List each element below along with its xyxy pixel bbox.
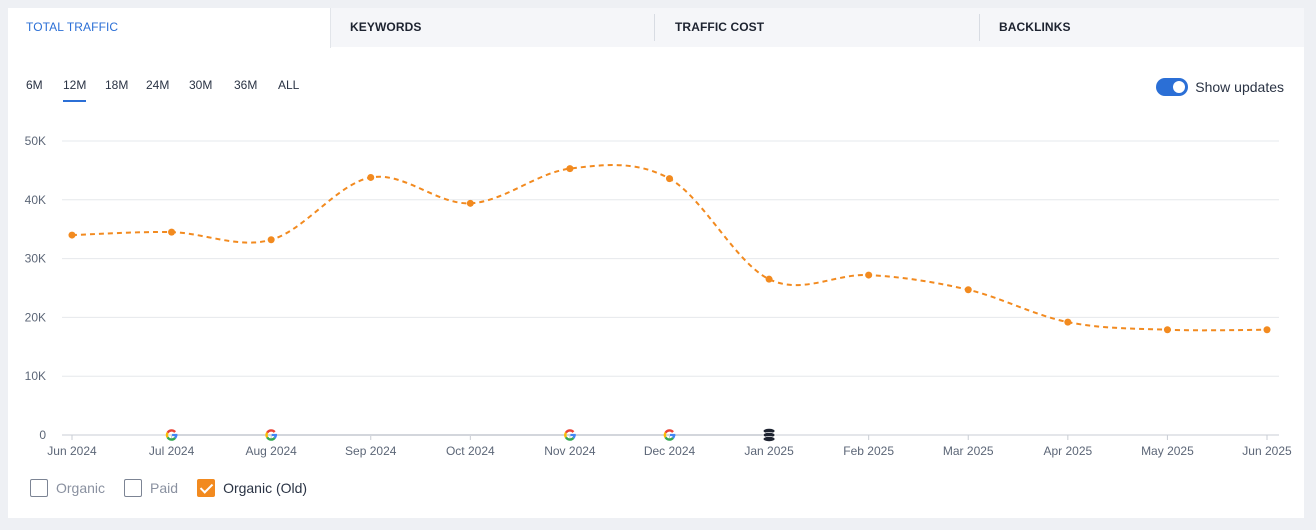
show-updates-label: Show updates — [1195, 79, 1284, 95]
x-tick-label: Feb 2025 — [843, 444, 894, 458]
tab-total-traffic[interactable]: TOTAL TRAFFIC — [8, 8, 331, 48]
data-point — [1064, 318, 1072, 326]
legend-label-paid: Paid — [150, 480, 179, 496]
x-tick-label: Jul 2024 — [149, 444, 195, 458]
google-icon — [165, 429, 178, 441]
data-point — [1263, 326, 1271, 334]
x-tick-label: Nov 2024 — [544, 444, 596, 458]
data-point — [765, 275, 773, 283]
data-point — [466, 199, 474, 207]
y-tick-label: 40K — [25, 193, 46, 207]
tab-traffic-cost[interactable]: TRAFFIC COST — [675, 20, 765, 34]
data-point — [666, 175, 673, 183]
period-18m[interactable]: 18M — [105, 78, 129, 92]
data-point — [566, 165, 574, 173]
period-30m[interactable]: 30M — [189, 78, 213, 92]
period-24m[interactable]: 24M — [146, 78, 170, 92]
legend-label-organic-old: Organic (Old) — [223, 480, 308, 496]
y-tick-label: 50K — [25, 134, 46, 148]
traffic-card: TOTAL TRAFFIC KEYWORDS TRAFFIC COST BACK… — [8, 8, 1304, 518]
google-icon — [265, 429, 277, 441]
x-tick-label: Jan 2025 — [744, 444, 794, 458]
tab-bar: TOTAL TRAFFIC KEYWORDS TRAFFIC COST BACK… — [8, 8, 1304, 48]
data-point — [267, 236, 275, 244]
data-point — [68, 231, 76, 239]
x-tick-label: Sep 2024 — [345, 444, 397, 458]
legend-item-organic-old[interactable]: Organic (Old) — [197, 479, 307, 497]
x-tick-label: May 2025 — [1141, 444, 1194, 458]
x-tick-label: Mar 2025 — [943, 444, 994, 458]
y-tick-label: 0 — [39, 428, 46, 442]
paid-checkbox[interactable] — [124, 479, 143, 497]
google-icon — [564, 429, 576, 441]
data-point — [964, 286, 972, 294]
legend-item-paid[interactable]: Paid — [124, 479, 178, 497]
tab-backlinks[interactable]: BACKLINKS — [999, 20, 1071, 34]
x-tick-label: Aug 2024 — [245, 444, 297, 458]
chart-legend: Organic Paid Organic (Old) — [30, 478, 326, 498]
toggle-switch[interactable] — [1156, 78, 1189, 96]
tab-divider — [979, 14, 980, 41]
database-icon — [762, 428, 776, 442]
period-all[interactable]: ALL — [278, 78, 300, 92]
period-6m[interactable]: 6M — [26, 78, 43, 92]
y-tick-label: 30K — [25, 252, 46, 266]
data-point — [1163, 326, 1171, 334]
data-point — [367, 173, 375, 181]
x-tick-label: Dec 2024 — [644, 444, 696, 458]
x-tick-label: Jun 2024 — [47, 444, 97, 458]
organic-checkbox[interactable] — [30, 479, 48, 497]
tab-keywords[interactable]: KEYWORDS — [350, 20, 422, 34]
period-12m[interactable]: 12M — [63, 78, 87, 102]
data-point — [168, 228, 176, 236]
y-tick-label: 10K — [25, 369, 46, 383]
x-tick-label: Apr 2025 — [1043, 444, 1092, 458]
legend-label-organic: Organic — [56, 480, 106, 496]
tab-divider — [654, 14, 655, 41]
traffic-line-chart: 0 10K 20K 30K 40K 50K Jun 2024 Jul 2024 Aug 2024… — [25, 134, 1292, 458]
show-updates-toggle[interactable]: Show updates — [1156, 77, 1284, 97]
legend-item-organic[interactable]: Organic — [30, 479, 105, 497]
x-tick-label: Jun 2025 — [1242, 444, 1292, 458]
x-tick-label: Oct 2024 — [446, 444, 495, 458]
google-icon — [663, 429, 676, 441]
organic-old-checkbox[interactable] — [197, 479, 216, 497]
y-tick-label: 20K — [25, 310, 46, 324]
series-line-organic-old — [71, 164, 1268, 332]
period-36m[interactable]: 36M — [234, 78, 258, 92]
data-point — [865, 271, 873, 279]
